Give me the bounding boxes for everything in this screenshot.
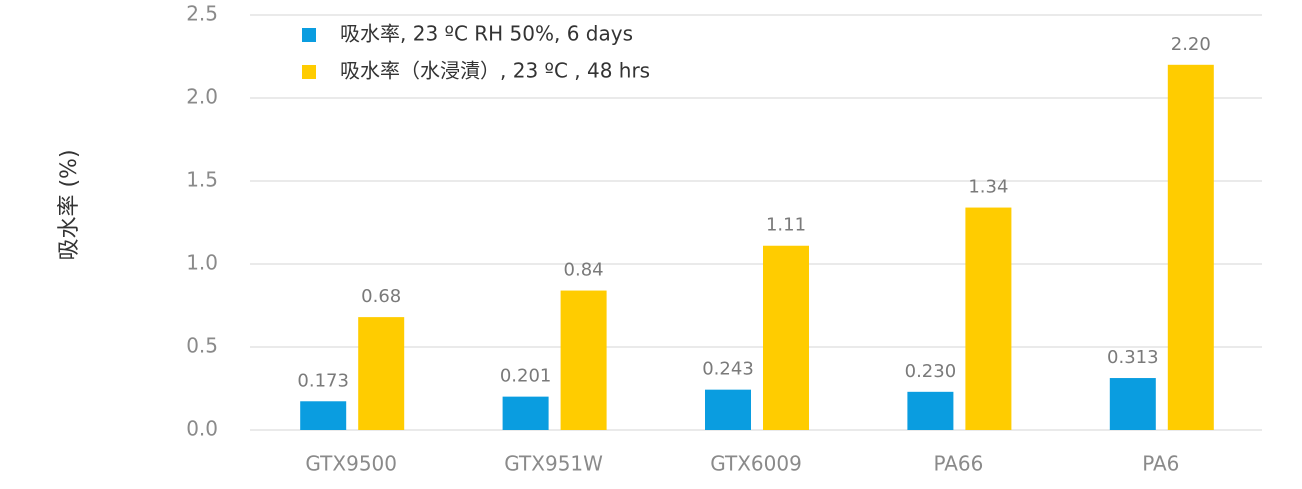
value-label: 0.230: [905, 361, 957, 382]
x-tick-label: PA6: [1142, 452, 1179, 476]
y-axis-label: 吸水率 (%): [57, 149, 82, 260]
y-tick-label: 1.5: [186, 168, 218, 192]
value-label: 0.68: [361, 286, 401, 307]
value-label: 0.313: [1107, 347, 1159, 368]
bar: [300, 401, 347, 430]
value-label: 0.84: [564, 260, 604, 281]
legend-swatch: [302, 65, 316, 79]
bar: [358, 317, 405, 430]
y-tick-label: 2.0: [186, 85, 218, 109]
value-label: 1.11: [766, 215, 806, 236]
x-tick-label: PA66: [933, 452, 983, 476]
value-label: 0.201: [500, 366, 552, 387]
bar: [502, 396, 549, 430]
x-tick-label: GTX6009: [710, 452, 802, 476]
y-tick-label: 0.0: [186, 417, 218, 441]
y-tick-label: 2.5: [186, 2, 218, 26]
bar: [1167, 64, 1214, 431]
x-tick-label: GTX9500: [305, 452, 397, 476]
bar: [560, 290, 607, 430]
legend-label: 吸水率, 23 ºC RH 50%, 6 days: [340, 22, 633, 46]
legend-label: 吸水率（水浸漬）, 23 ºC , 48 hrs: [340, 59, 650, 83]
bar: [907, 391, 954, 430]
bar: [763, 245, 809, 430]
value-label: 0.173: [297, 370, 349, 391]
value-label: 2.20: [1171, 34, 1211, 55]
value-label: 1.34: [968, 177, 1008, 198]
value-label: 0.243: [702, 359, 754, 380]
y-tick-label: 1.0: [186, 251, 218, 275]
y-tick-label: 0.5: [186, 334, 218, 358]
legend-swatch: [302, 28, 316, 42]
bar: [965, 207, 1012, 430]
bar: [705, 389, 751, 430]
bar: [1109, 378, 1156, 430]
x-tick-label: GTX951W: [504, 452, 603, 476]
